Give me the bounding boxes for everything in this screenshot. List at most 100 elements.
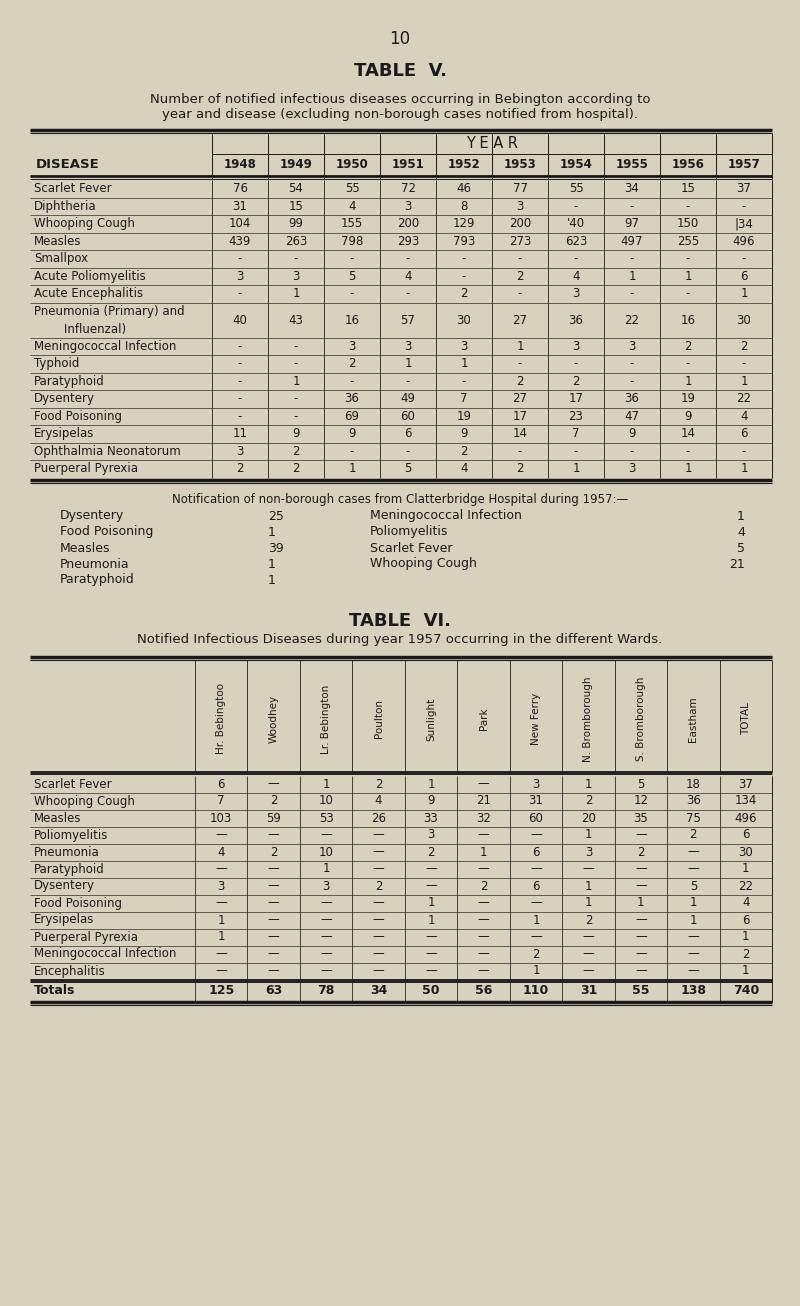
Text: 16: 16 bbox=[681, 315, 695, 328]
Text: 36: 36 bbox=[625, 392, 639, 405]
Text: 2: 2 bbox=[348, 358, 356, 370]
Text: -: - bbox=[238, 375, 242, 388]
Text: 3: 3 bbox=[585, 845, 592, 858]
Text: 47: 47 bbox=[625, 410, 639, 423]
Text: 1: 1 bbox=[268, 525, 276, 538]
Text: 27: 27 bbox=[513, 392, 527, 405]
Text: 16: 16 bbox=[345, 315, 359, 328]
Text: 3: 3 bbox=[628, 340, 636, 353]
Text: Meningococcal Infection: Meningococcal Infection bbox=[370, 509, 522, 522]
Text: —: — bbox=[478, 777, 490, 790]
Text: 1: 1 bbox=[684, 375, 692, 388]
Text: —: — bbox=[530, 930, 542, 943]
Text: 2: 2 bbox=[585, 913, 592, 926]
Text: 1953: 1953 bbox=[504, 158, 536, 171]
Text: 6: 6 bbox=[532, 845, 540, 858]
Text: 2: 2 bbox=[742, 947, 750, 960]
Text: 55: 55 bbox=[569, 183, 583, 196]
Text: 1: 1 bbox=[585, 777, 592, 790]
Text: -: - bbox=[406, 445, 410, 457]
Text: 9: 9 bbox=[292, 427, 300, 440]
Text: —: — bbox=[373, 896, 385, 909]
Text: -: - bbox=[574, 200, 578, 213]
Text: 9: 9 bbox=[460, 427, 468, 440]
Text: 1: 1 bbox=[460, 358, 468, 370]
Text: Paratyphoid: Paratyphoid bbox=[34, 862, 105, 875]
Text: Notified Infectious Diseases during year 1957 occurring in the different Wards.: Notified Infectious Diseases during year… bbox=[138, 633, 662, 646]
Text: 1954: 1954 bbox=[559, 158, 593, 171]
Text: 1: 1 bbox=[585, 828, 592, 841]
Text: —: — bbox=[215, 862, 227, 875]
Text: -: - bbox=[686, 252, 690, 265]
Text: 36: 36 bbox=[345, 392, 359, 405]
Text: 793: 793 bbox=[453, 235, 475, 248]
Text: —: — bbox=[215, 965, 227, 977]
Text: —: — bbox=[635, 828, 646, 841]
Text: —: — bbox=[320, 947, 332, 960]
Text: —: — bbox=[373, 862, 385, 875]
Text: 10: 10 bbox=[318, 845, 334, 858]
Text: 69: 69 bbox=[345, 410, 359, 423]
Text: DISEASE: DISEASE bbox=[36, 158, 100, 171]
Text: 1: 1 bbox=[532, 965, 540, 977]
Text: -: - bbox=[630, 200, 634, 213]
Text: 17: 17 bbox=[569, 392, 583, 405]
Text: —: — bbox=[478, 862, 490, 875]
Text: Acute Encephalitis: Acute Encephalitis bbox=[34, 287, 143, 300]
Text: 2: 2 bbox=[270, 845, 278, 858]
Text: —: — bbox=[635, 862, 646, 875]
Text: Pneumonia (Primary) and: Pneumonia (Primary) and bbox=[34, 306, 185, 319]
Text: 43: 43 bbox=[289, 315, 303, 328]
Text: 31: 31 bbox=[580, 985, 597, 998]
Text: -: - bbox=[686, 445, 690, 457]
Text: -: - bbox=[574, 445, 578, 457]
Text: Meningococcal Infection: Meningococcal Infection bbox=[34, 340, 176, 353]
Text: 150: 150 bbox=[677, 217, 699, 230]
Text: TABLE  V.: TABLE V. bbox=[354, 61, 446, 80]
Text: —: — bbox=[687, 947, 699, 960]
Text: —: — bbox=[320, 828, 332, 841]
Text: —: — bbox=[582, 947, 594, 960]
Text: 72: 72 bbox=[401, 183, 415, 196]
Text: |34: |34 bbox=[734, 217, 754, 230]
Text: 1: 1 bbox=[742, 862, 750, 875]
Text: Whooping Cough: Whooping Cough bbox=[34, 794, 135, 807]
Text: 9: 9 bbox=[427, 794, 434, 807]
Text: 439: 439 bbox=[229, 235, 251, 248]
Text: 6: 6 bbox=[532, 879, 540, 892]
Text: -: - bbox=[294, 358, 298, 370]
Text: 255: 255 bbox=[677, 235, 699, 248]
Text: 1956: 1956 bbox=[671, 158, 705, 171]
Text: 3: 3 bbox=[404, 340, 412, 353]
Text: 1957: 1957 bbox=[728, 158, 760, 171]
Text: —: — bbox=[635, 913, 646, 926]
Text: 2: 2 bbox=[292, 445, 300, 457]
Text: -: - bbox=[350, 252, 354, 265]
Text: 3: 3 bbox=[460, 340, 468, 353]
Text: Whooping Cough: Whooping Cough bbox=[370, 558, 477, 571]
Text: —: — bbox=[635, 965, 646, 977]
Text: 18: 18 bbox=[686, 777, 701, 790]
Text: —: — bbox=[478, 828, 490, 841]
Text: 56: 56 bbox=[475, 985, 492, 998]
Text: —: — bbox=[687, 930, 699, 943]
Text: TABLE  VI.: TABLE VI. bbox=[349, 611, 451, 629]
Text: Eastham: Eastham bbox=[688, 696, 698, 742]
Text: Influenzal): Influenzal) bbox=[34, 323, 126, 336]
Text: 39: 39 bbox=[268, 542, 284, 555]
Text: -: - bbox=[406, 252, 410, 265]
Text: -: - bbox=[406, 375, 410, 388]
Text: 1: 1 bbox=[532, 913, 540, 926]
Text: 37: 37 bbox=[738, 777, 754, 790]
Text: 55: 55 bbox=[632, 985, 650, 998]
Text: —: — bbox=[373, 828, 385, 841]
Text: 1955: 1955 bbox=[615, 158, 649, 171]
Text: 1: 1 bbox=[218, 913, 225, 926]
Text: -: - bbox=[518, 287, 522, 300]
Text: 35: 35 bbox=[634, 811, 648, 824]
Text: year and disease (excluding non-borough cases notified from hospital).: year and disease (excluding non-borough … bbox=[162, 108, 638, 121]
Text: 6: 6 bbox=[742, 828, 750, 841]
Text: —: — bbox=[582, 965, 594, 977]
Text: 1: 1 bbox=[690, 896, 697, 909]
Text: 2: 2 bbox=[572, 375, 580, 388]
